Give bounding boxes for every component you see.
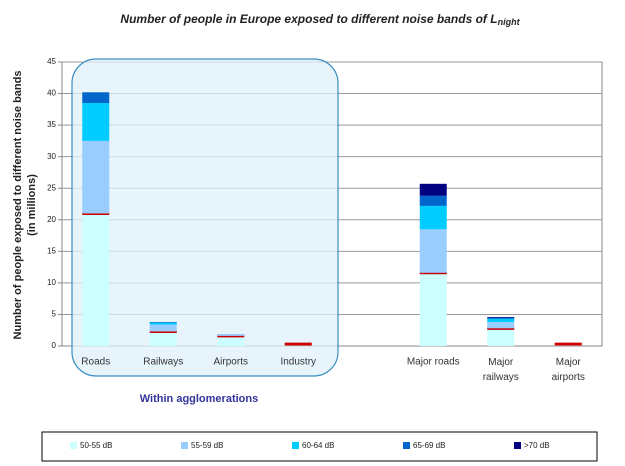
chart-title: Number of people in Europe exposed to di…	[120, 12, 520, 27]
legend-label: 60-64 dB	[302, 441, 334, 450]
x-tick-label: Industry	[280, 357, 316, 368]
y-tick-label: 40	[47, 89, 56, 98]
bar-segment	[419, 183, 447, 196]
legend-swatch	[514, 442, 521, 449]
legend-swatch	[403, 442, 410, 449]
bar-segment	[149, 322, 177, 323]
legend-swatch	[181, 442, 188, 449]
legend-swatch	[292, 442, 299, 449]
bar-segment	[217, 335, 245, 346]
y-tick-label: 30	[47, 152, 56, 161]
bars	[82, 92, 582, 346]
y-axis-label-line: Number of people exposed to different no…	[12, 71, 24, 340]
bar-segment	[419, 272, 447, 346]
y-tick-label: 25	[47, 183, 56, 192]
y-axis-label: Number of people exposed to different no…	[12, 71, 38, 340]
bar-segment	[419, 205, 447, 230]
bar-segment	[487, 328, 515, 346]
bar-segment	[82, 103, 110, 141]
bar-segment	[217, 334, 245, 336]
bar-segment	[82, 92, 110, 104]
title-main: Number of people in Europe exposed to di…	[120, 12, 497, 26]
y-tick-label: 5	[52, 310, 57, 319]
y-tick-label: 35	[47, 120, 56, 129]
y-axis-label-line: (in millions)	[26, 174, 38, 236]
title-subscript: night	[498, 17, 521, 27]
legend-swatch	[70, 442, 77, 449]
legend-label: 65-69 dB	[413, 441, 445, 450]
x-tick-label: Major roads	[407, 357, 460, 368]
bar-segment	[487, 322, 515, 329]
legend-entries: 50-55 dB 55-59 dB 60-64 dB 65-69 dB >70 dB	[70, 441, 550, 450]
legend-label: 55-59 dB	[191, 441, 223, 450]
y-tick-label: 15	[47, 246, 56, 255]
bar-segment	[487, 318, 515, 323]
x-tick-label: Roads	[81, 357, 110, 368]
x-tick-label: Airports	[214, 357, 248, 368]
category-labels: Roads Railways Airports Industry Major roads…	[81, 357, 585, 383]
bar-segment	[82, 213, 110, 346]
bar-segment	[149, 322, 177, 325]
bar-segment	[487, 317, 515, 319]
bar-segment	[149, 331, 177, 346]
legend	[41, 431, 598, 462]
bar-segment	[487, 316, 515, 318]
bar-segment	[149, 324, 177, 332]
y-tick-label: 0	[52, 341, 57, 350]
x-tick-label: Major airports	[552, 357, 585, 383]
y-tick-label: 20	[47, 215, 56, 224]
bar-segment	[82, 140, 110, 214]
bar-segment	[419, 195, 447, 206]
group-label: Within agglomerations	[140, 393, 258, 405]
y-tick-label: 10	[47, 278, 56, 287]
x-tick-label: Railways	[143, 357, 183, 368]
bar-segment	[419, 229, 447, 273]
x-tick-label: Major railways	[483, 357, 519, 383]
legend-label: 50-55 dB	[80, 441, 112, 450]
agglomeration-highlight	[71, 58, 339, 377]
legend-label: >70 dB	[524, 441, 550, 450]
y-tick-label: 45	[47, 57, 56, 66]
